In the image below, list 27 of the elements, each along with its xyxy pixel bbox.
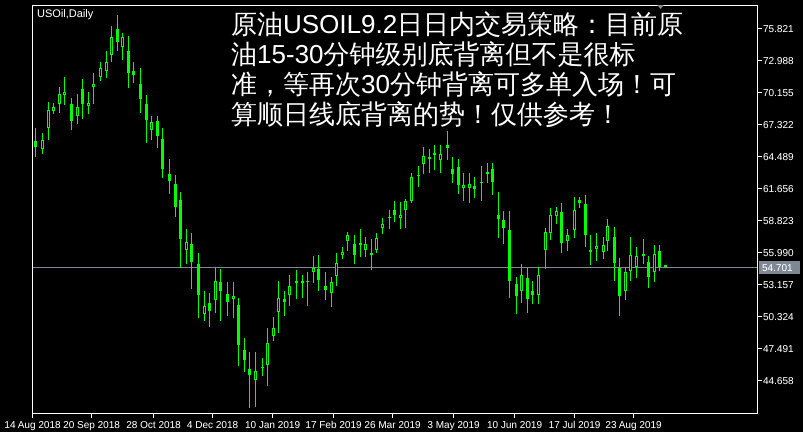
title: 原油USOIL9.2日日内交易策略：目前原油15-30分钟级别底背离但不是很标准，等再次30分钟背离可多单入场！可算顺日线底背离的势！仅供参考！ — [231, 9, 684, 129]
y-tick-label: 70.155 — [763, 88, 794, 99]
x-tick-label: 20 Sep 2018 — [63, 420, 120, 431]
y-tick-label: 75.821 — [763, 24, 794, 35]
x-tick-label: 17 Jul 2019 — [548, 420, 600, 431]
y-tick-label: 58.823 — [763, 216, 794, 227]
x-tick-label: 14 Aug 2018 — [4, 420, 61, 431]
y-tick-label: 55.990 — [763, 248, 794, 259]
y-tick-label: 53.157 — [763, 280, 794, 291]
y-tick-label: 50.324 — [763, 312, 794, 323]
y-tick-label: 72.988 — [763, 56, 794, 67]
y-tick-label: 47.491 — [763, 344, 794, 355]
x-tick-label: 17 Feb 2019 — [305, 420, 362, 431]
y-tick-label: 67.322 — [763, 120, 794, 131]
x-tick-label: 23 Aug 2019 — [605, 420, 662, 431]
x-tick-label: 10 Jan 2019 — [244, 420, 300, 431]
ref-line-label: 54.701 — [762, 263, 794, 274]
ref-label: 54.701 — [759, 261, 800, 274]
x-tick-label: 10 Jun 2019 — [486, 420, 542, 431]
y-tick-label: 44.658 — [763, 376, 794, 387]
x-tick-label: 3 May 2019 — [427, 420, 480, 431]
x-tick-label: 4 Dec 2018 — [186, 420, 238, 431]
x-tick-label: 26 Mar 2019 — [364, 420, 421, 431]
y-tick-label: 64.489 — [763, 152, 794, 163]
x-tick-label: 28 Oct 2018 — [126, 420, 181, 431]
subtitle: USOil,Daily — [37, 8, 94, 20]
y-tick-label: 61.656 — [763, 184, 794, 195]
